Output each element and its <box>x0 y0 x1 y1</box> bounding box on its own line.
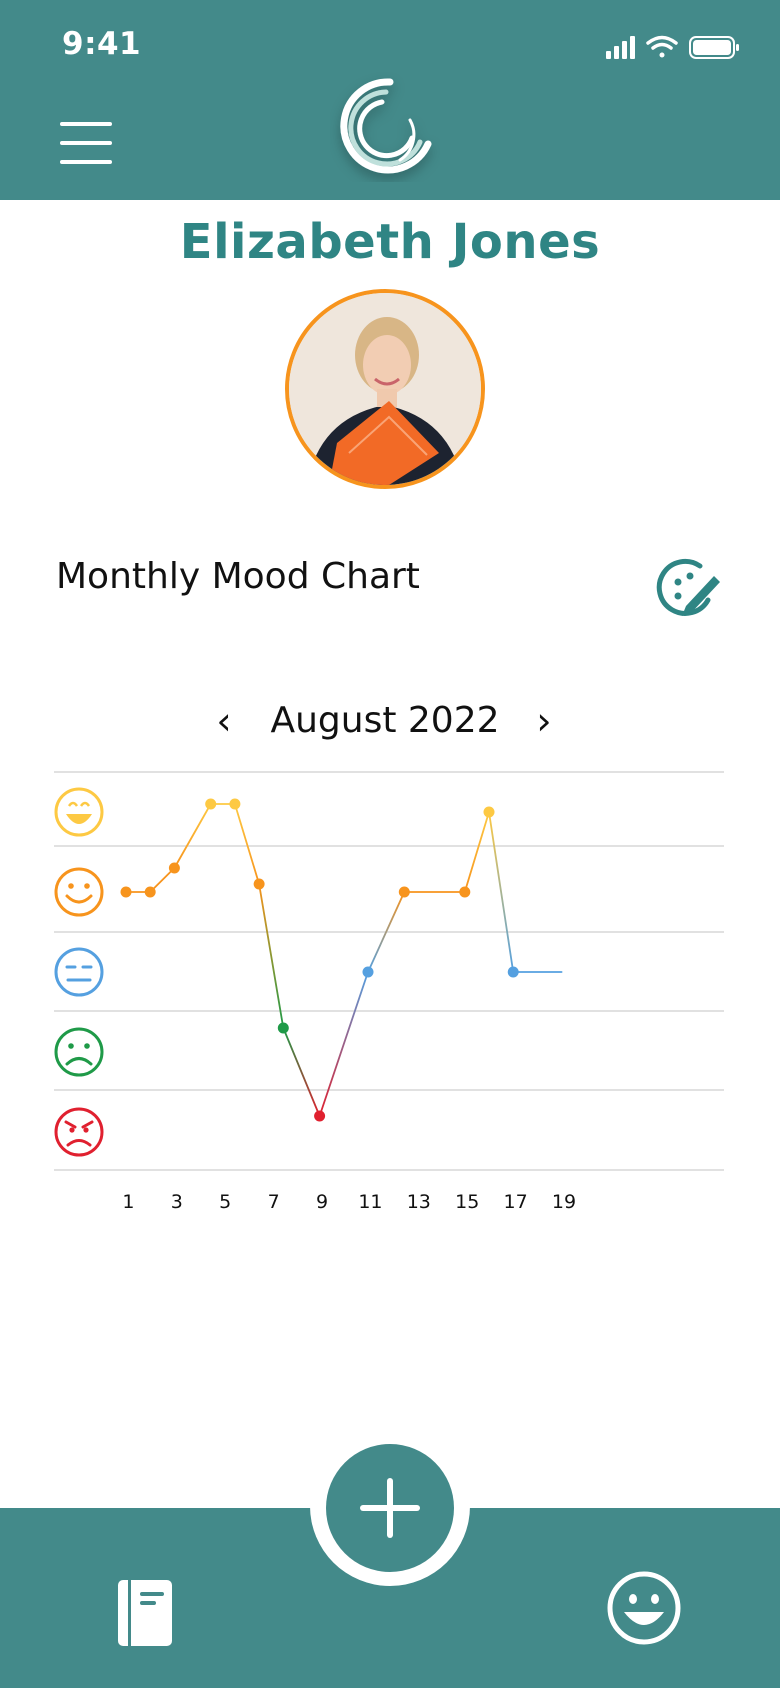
menu-line <box>60 141 112 145</box>
mood-line-segment <box>367 891 406 973</box>
month-label: August 2022 <box>270 700 500 741</box>
x-tick-label: 15 <box>455 1191 479 1213</box>
ecstatic-face-icon <box>54 787 104 837</box>
profile-photo <box>289 293 481 485</box>
x-tick-label: 13 <box>407 1191 431 1213</box>
sad-face-icon <box>54 1027 104 1077</box>
profile-name: Elizabeth Jones <box>179 214 601 270</box>
signal-icon <box>606 36 635 59</box>
avatar[interactable] <box>285 289 485 489</box>
mood-point <box>229 798 241 810</box>
face-mouth <box>66 1139 92 1147</box>
face-outline <box>54 1107 104 1157</box>
menu-line <box>60 160 112 164</box>
happy-face-icon <box>54 867 104 917</box>
journal-icon[interactable] <box>116 1578 174 1648</box>
face-mouth <box>66 814 92 824</box>
app-logo-icon[interactable] <box>330 72 440 182</box>
face-outline <box>54 787 104 837</box>
section-title: Monthly Mood Chart <box>56 556 420 597</box>
mood-point <box>205 798 217 810</box>
mood-line-segment <box>258 883 285 1029</box>
mood-point <box>398 886 410 898</box>
x-tick-label: 7 <box>268 1191 280 1213</box>
mood-point <box>120 886 132 898</box>
mood-line-segment <box>463 811 490 893</box>
mood-line-segment <box>233 803 261 885</box>
mood-point <box>362 966 374 978</box>
smile-icon[interactable] <box>606 1570 682 1646</box>
mood-point <box>459 886 471 898</box>
mood-point <box>144 886 156 898</box>
mood-points <box>120 798 519 1122</box>
x-tick-label: 5 <box>219 1191 231 1213</box>
status-time: 9:41 <box>62 26 142 62</box>
mood-edit-icon[interactable] <box>656 554 722 620</box>
x-tick-label: 9 <box>316 1191 328 1213</box>
face-eyes <box>67 801 91 807</box>
battery-icon <box>689 36 739 59</box>
face-eye <box>84 1043 90 1049</box>
face-outline <box>54 867 104 917</box>
face-outline <box>54 1027 104 1077</box>
menu-line <box>60 122 112 126</box>
mood-line <box>125 803 563 1117</box>
add-entry-button[interactable] <box>326 1444 454 1572</box>
top-bar: 9:41 <box>0 0 780 200</box>
face-eye <box>68 883 74 889</box>
next-month-button[interactable]: › <box>536 699 552 743</box>
chart-grid <box>54 771 724 1171</box>
mood-point <box>277 1022 289 1034</box>
face-eye <box>69 1127 75 1133</box>
status-icons <box>606 35 739 59</box>
mood-point <box>483 806 495 818</box>
x-axis-ticks: 1 3 5 7 9 11 13 15 17 19 <box>122 1191 576 1213</box>
x-tick-label: 11 <box>358 1191 382 1213</box>
mood-line-segment <box>173 803 212 869</box>
previous-month-button[interactable]: ‹ <box>216 699 232 743</box>
mood-line-segment <box>282 1027 321 1117</box>
mood-axis <box>54 787 104 1157</box>
x-tick-label: 1 <box>122 1191 134 1213</box>
x-tick-label: 3 <box>171 1191 183 1213</box>
face-eye <box>84 883 90 889</box>
mood-point <box>168 862 180 874</box>
mood-line-segment <box>318 971 369 1117</box>
mood-point <box>507 966 519 978</box>
menu-button[interactable] <box>60 122 112 166</box>
mood-point <box>314 1110 326 1122</box>
neutral-face-icon <box>54 947 104 997</box>
face-eye <box>68 1043 74 1049</box>
mood-chart: 1 3 5 7 9 11 13 15 17 19 <box>54 771 724 1213</box>
x-tick-label: 17 <box>504 1191 528 1213</box>
month-navigation: ‹ August 2022 › <box>0 694 780 748</box>
wifi-icon <box>646 35 678 58</box>
angry-face-icon <box>54 1107 104 1157</box>
x-tick-label: 19 <box>552 1191 576 1213</box>
mood-line-segment <box>149 867 176 893</box>
face-mouth <box>65 894 93 904</box>
face-outline <box>54 947 104 997</box>
face-mouth <box>65 1057 93 1066</box>
face-eye <box>83 1127 89 1133</box>
mood-point <box>253 878 265 890</box>
face-brows <box>64 1120 94 1129</box>
mood-line-segment <box>488 811 515 973</box>
